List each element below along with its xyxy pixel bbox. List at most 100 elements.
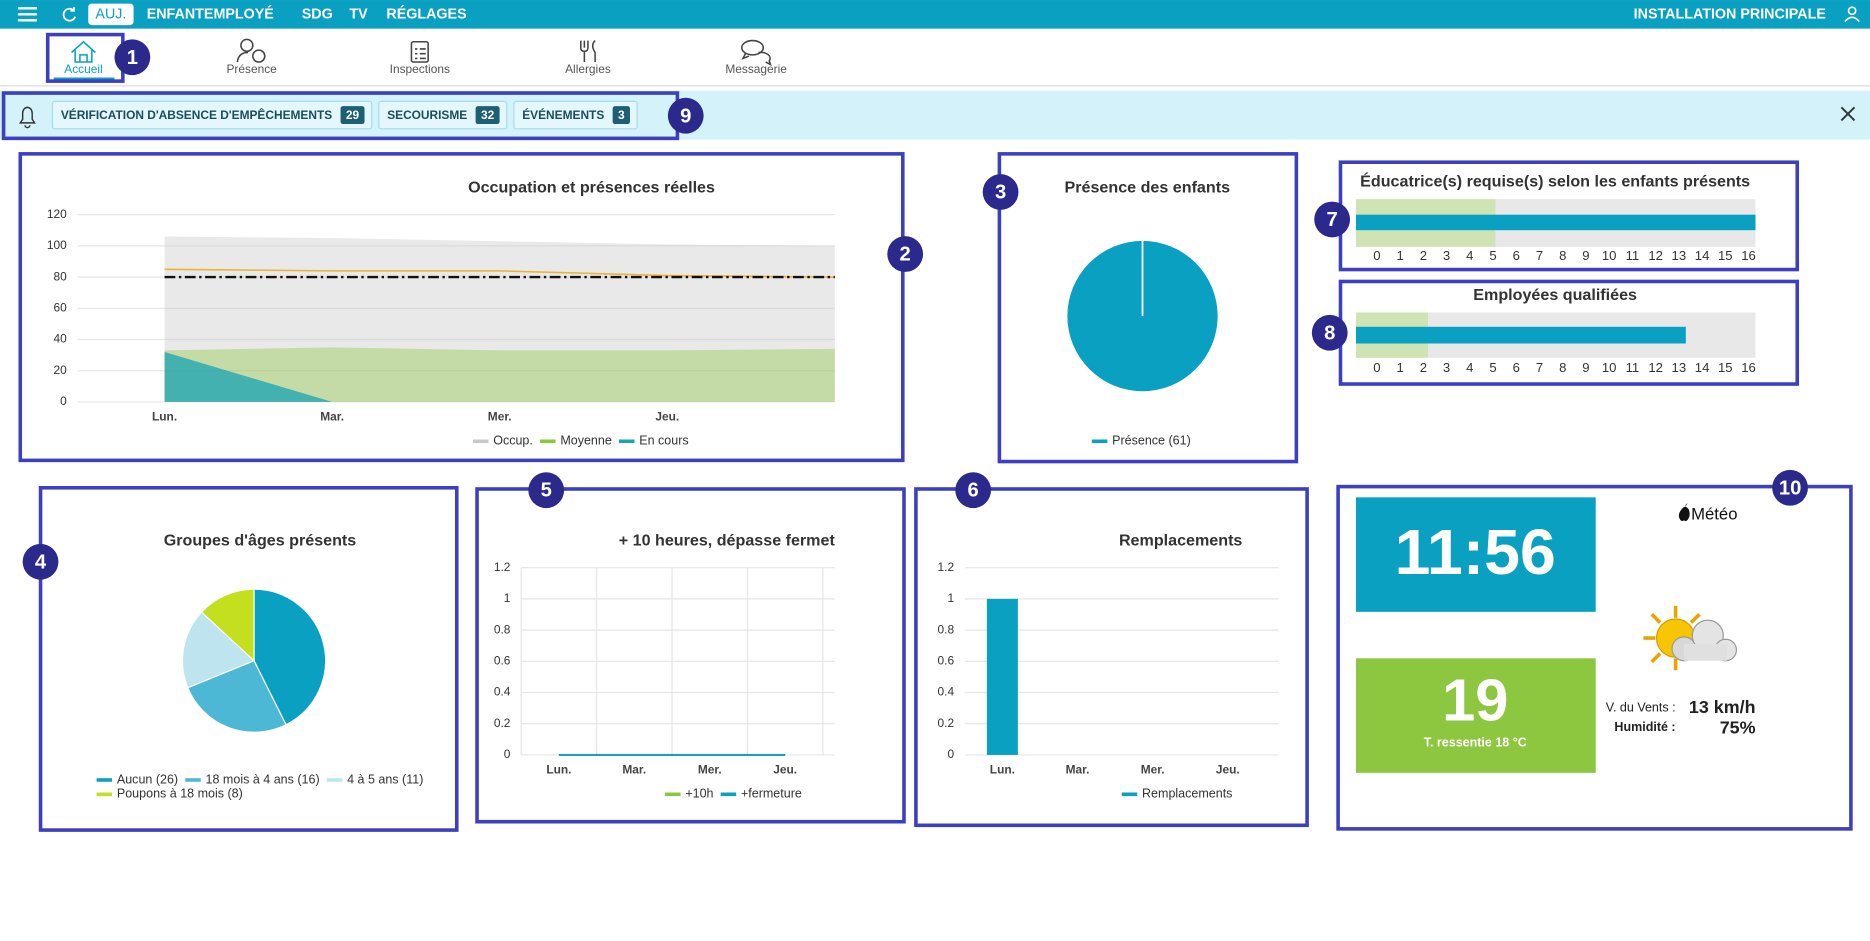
alert-pill[interactable] — [51, 100, 373, 130]
y-tick-label: 0 — [504, 747, 511, 761]
legend-label: +fermeture — [741, 787, 802, 801]
pie-slice — [200, 588, 255, 663]
legend-label: 18 mois à 4 ans (16) — [206, 772, 320, 786]
tab-label[interactable]: Allergies — [565, 62, 611, 76]
y-tick-label: 0 — [60, 394, 67, 408]
legend-label: Remplacements — [1142, 787, 1232, 801]
nav-item[interactable]: AUJ. — [95, 7, 126, 23]
bar — [1355, 326, 1686, 344]
menu-icon[interactable] — [17, 7, 37, 22]
tab-label[interactable]: Messagerie — [725, 62, 787, 76]
temperature: 19 — [1442, 667, 1508, 734]
allergies-icon[interactable] — [580, 40, 596, 63]
x-tick-label: 5 — [1489, 360, 1496, 375]
tab-label[interactable]: Présence — [226, 62, 277, 76]
annotation-number: 10 — [1779, 477, 1802, 499]
top-bar — [0, 0, 1870, 29]
legend-label: +10h — [685, 787, 713, 801]
y-tick-label: 1.2 — [494, 560, 511, 574]
nav-item[interactable]: RÉGLAGES — [386, 6, 466, 23]
legend-label: 4 à 5 ans (11) — [347, 772, 423, 786]
user-body — [1844, 16, 1860, 23]
x-tick-label: 4 — [1466, 248, 1473, 263]
presence-icon-head[interactable] — [240, 38, 254, 53]
inspections-icon[interactable] — [410, 40, 429, 63]
y-tick-label: 40 — [54, 332, 68, 346]
annotation-number: 7 — [1326, 209, 1337, 231]
x-tick-label: 0 — [1373, 360, 1380, 375]
annotation-box — [997, 152, 1299, 464]
x-tick-label: 2 — [1420, 248, 1427, 263]
annotation-marker — [1314, 201, 1351, 238]
pie-slice — [253, 588, 327, 726]
x-tick-label: Mer. — [1141, 763, 1165, 777]
refresh-icon[interactable] — [62, 7, 76, 22]
tab-label[interactable]: Accueil — [64, 62, 102, 76]
chart-title: Occupation et présences réelles — [468, 179, 715, 197]
nav-item[interactable]: ENFANT — [147, 7, 204, 23]
annotation-number: 5 — [541, 480, 552, 502]
annotation-box — [1336, 484, 1853, 831]
y-tick-label: 1.2 — [938, 560, 955, 574]
clock-time: 11:56 — [1395, 516, 1556, 588]
y-tick-label: 0.2 — [494, 716, 511, 730]
annotation-marker — [1772, 469, 1808, 506]
annotation-box — [18, 152, 905, 463]
y-tick-label: 0 — [947, 747, 954, 761]
x-tick-label: 11 — [1626, 360, 1640, 375]
x-tick-label: 7 — [1536, 248, 1543, 263]
x-tick-label: 6 — [1513, 248, 1520, 263]
wind-label: V. du Vents : — [1606, 701, 1676, 715]
tab-label[interactable]: Inspections — [390, 62, 450, 76]
nav-active-pill — [88, 3, 134, 26]
user-icon[interactable] — [1844, 6, 1860, 23]
legend-label: Présence (61) — [1112, 434, 1191, 448]
alert-label: ÉVÉNEMENTS — [522, 107, 604, 122]
messages-icon[interactable] — [741, 39, 765, 56]
home-icon[interactable] — [71, 40, 96, 63]
annotation-number: 9 — [680, 105, 691, 127]
x-tick-label: 1 — [1396, 248, 1403, 263]
site-name[interactable]: INSTALLATION PRINCIPALE — [1634, 7, 1826, 23]
bell-icon[interactable] — [18, 106, 36, 129]
x-tick-label: 8 — [1559, 248, 1566, 263]
pie-slice — [186, 659, 287, 733]
annotation-marker — [955, 472, 992, 509]
pie-slice — [181, 611, 256, 689]
x-tick-label: Mar. — [622, 763, 646, 777]
x-tick-label: 13 — [1672, 360, 1687, 375]
alert-count: 32 — [481, 108, 495, 122]
chart-title: Groupes d'âges présents — [164, 532, 357, 550]
legend-label: Occup. — [493, 434, 533, 448]
annotation-marker — [114, 39, 151, 76]
bar — [986, 598, 1018, 755]
nav-item[interactable]: TV — [349, 7, 368, 23]
x-tick-label: Mar. — [1066, 763, 1090, 777]
x-tick-label: Mar. — [320, 410, 344, 424]
legend-label: En cours — [639, 434, 688, 448]
y-tick-label: 0.6 — [494, 653, 511, 667]
bar — [1355, 214, 1756, 231]
nav-item[interactable]: EMPLOYÉ — [204, 6, 274, 23]
y-tick-label: 100 — [47, 238, 67, 252]
annotation-number: 3 — [995, 182, 1006, 204]
y-tick-label: 0.6 — [938, 653, 955, 667]
close-icon[interactable] — [1840, 106, 1856, 122]
x-tick-label: 11 — [1626, 248, 1640, 263]
x-tick-label: 5 — [1489, 248, 1496, 263]
x-tick-label: Lun. — [546, 763, 571, 777]
presence-icon-body — [236, 51, 249, 63]
x-tick-label: 3 — [1443, 360, 1450, 375]
x-tick-label: Lun. — [990, 763, 1015, 777]
annotation-number: 8 — [1324, 322, 1335, 344]
alert-pill[interactable] — [513, 100, 638, 130]
y-tick-label: 20 — [54, 363, 68, 377]
tab-icons — [71, 38, 772, 66]
alert-pill[interactable] — [378, 100, 508, 130]
nav-item[interactable]: SDG — [302, 7, 333, 23]
annotation-number: 2 — [900, 244, 911, 266]
x-tick-label: Jeu. — [1216, 763, 1240, 777]
x-tick-label: 12 — [1648, 360, 1663, 375]
